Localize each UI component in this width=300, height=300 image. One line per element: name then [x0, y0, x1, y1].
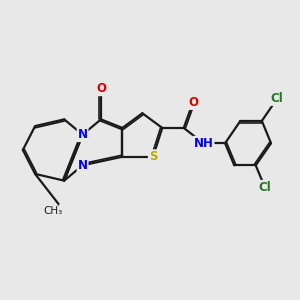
- Text: O: O: [188, 96, 198, 109]
- Text: N: N: [78, 128, 88, 141]
- Text: N: N: [78, 159, 88, 172]
- Text: Cl: Cl: [259, 181, 271, 194]
- Text: NH: NH: [194, 137, 214, 150]
- Text: CH₃: CH₃: [44, 206, 63, 216]
- Text: S: S: [149, 150, 157, 163]
- Text: Cl: Cl: [271, 92, 284, 105]
- Text: O: O: [96, 82, 106, 95]
